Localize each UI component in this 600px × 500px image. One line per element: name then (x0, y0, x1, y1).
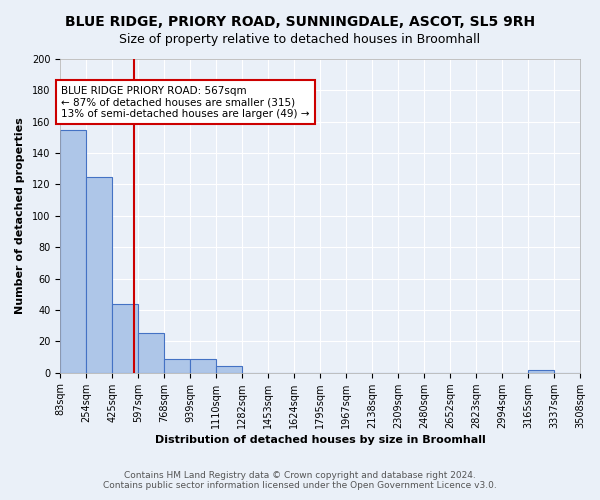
Text: Size of property relative to detached houses in Broomhall: Size of property relative to detached ho… (119, 32, 481, 46)
Bar (60, 130, 86, 372)
Bar (112, 304, 138, 372)
Bar (216, 366, 242, 372)
Bar (86, 176, 112, 372)
Y-axis label: Number of detached properties: Number of detached properties (15, 118, 25, 314)
Text: BLUE RIDGE, PRIORY ROAD, SUNNINGDALE, ASCOT, SL5 9RH: BLUE RIDGE, PRIORY ROAD, SUNNINGDALE, AS… (65, 15, 535, 29)
Bar (138, 334, 164, 372)
Bar (190, 358, 216, 372)
Text: BLUE RIDGE PRIORY ROAD: 567sqm
← 87% of detached houses are smaller (315)
13% of: BLUE RIDGE PRIORY ROAD: 567sqm ← 87% of … (61, 86, 310, 119)
X-axis label: Distribution of detached houses by size in Broomhall: Distribution of detached houses by size … (155, 435, 485, 445)
Bar (528, 370, 554, 372)
Text: Contains HM Land Registry data © Crown copyright and database right 2024.
Contai: Contains HM Land Registry data © Crown c… (103, 470, 497, 490)
Bar (164, 358, 190, 372)
